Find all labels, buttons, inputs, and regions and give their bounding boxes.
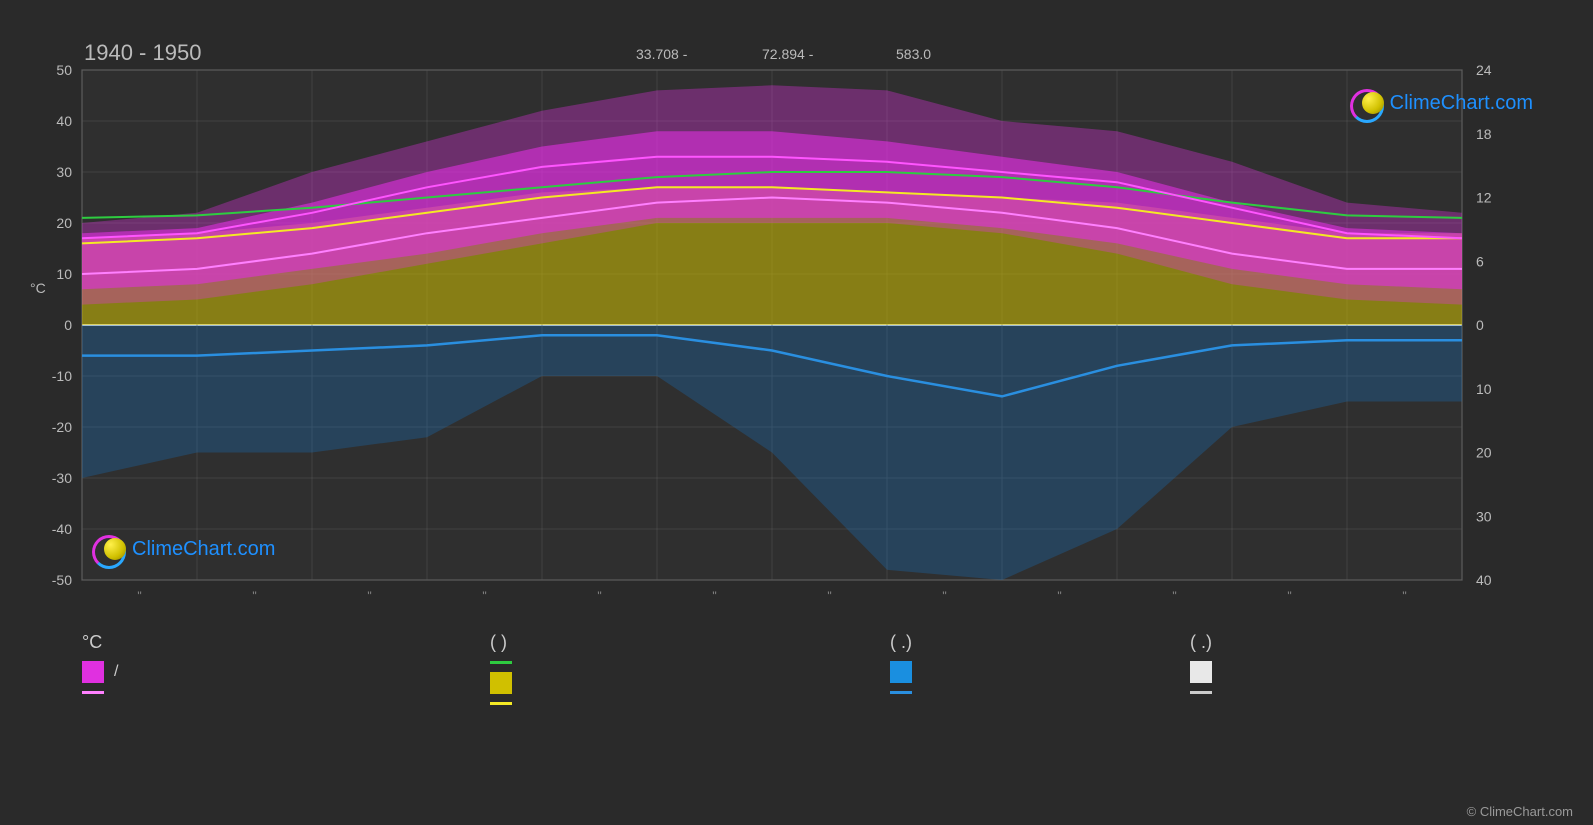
legend-swatch bbox=[490, 661, 512, 664]
svg-text:10: 10 bbox=[1476, 381, 1492, 397]
svg-text:50: 50 bbox=[56, 62, 72, 78]
svg-text:'': '' bbox=[1172, 589, 1177, 603]
svg-text:-20: -20 bbox=[52, 419, 72, 435]
legend-swatch bbox=[82, 661, 104, 683]
legend-col-2: ( ) bbox=[490, 632, 850, 705]
legend-swatch bbox=[890, 661, 912, 683]
legend-swatch bbox=[490, 672, 512, 694]
legend-item bbox=[490, 702, 850, 705]
legend-swatch bbox=[82, 691, 104, 694]
svg-text:'': '' bbox=[597, 589, 602, 603]
logo-icon bbox=[92, 534, 126, 564]
brand-logo-bottom: ClimeChart.com bbox=[92, 534, 275, 564]
svg-text:30: 30 bbox=[56, 164, 72, 180]
legend-col-4: ( .) bbox=[1190, 632, 1490, 694]
legend-header: ( .) bbox=[1190, 632, 1490, 653]
svg-text:20: 20 bbox=[1476, 445, 1492, 461]
legend-swatch bbox=[490, 702, 512, 705]
legend-item bbox=[890, 691, 1190, 694]
svg-text:18: 18 bbox=[1476, 126, 1492, 142]
legend-item bbox=[490, 672, 850, 694]
legend-item bbox=[490, 661, 850, 664]
legend-item bbox=[1190, 691, 1490, 694]
svg-text:-30: -30 bbox=[52, 470, 72, 486]
svg-text:40: 40 bbox=[56, 113, 72, 129]
svg-text:0: 0 bbox=[64, 317, 72, 333]
legend-col-1: °C / bbox=[82, 632, 442, 694]
svg-text:-10: -10 bbox=[52, 368, 72, 384]
svg-text:10: 10 bbox=[56, 266, 72, 282]
svg-text:0: 0 bbox=[1476, 317, 1484, 333]
svg-text:-40: -40 bbox=[52, 521, 72, 537]
logo-icon bbox=[1350, 88, 1384, 118]
svg-text:'': '' bbox=[1287, 589, 1292, 603]
svg-text:30: 30 bbox=[1476, 508, 1492, 524]
legend-swatch bbox=[1190, 691, 1212, 694]
copyright: © ClimeChart.com bbox=[1467, 804, 1573, 819]
legend-header: °C bbox=[82, 632, 442, 653]
brand-text: ClimeChart.com bbox=[132, 538, 275, 561]
svg-text:12: 12 bbox=[1476, 190, 1492, 206]
svg-text:'': '' bbox=[482, 589, 487, 603]
svg-text:'': '' bbox=[712, 589, 717, 603]
legend-swatch bbox=[1190, 661, 1212, 683]
svg-text:'': '' bbox=[1057, 589, 1062, 603]
legend-item: / bbox=[82, 661, 442, 683]
svg-text:'': '' bbox=[827, 589, 832, 603]
brand-logo-top: ClimeChart.com bbox=[1350, 88, 1533, 118]
legend-item bbox=[890, 661, 1190, 683]
svg-text:'': '' bbox=[137, 589, 142, 603]
legend-header: ( ) bbox=[490, 632, 850, 653]
brand-text: ClimeChart.com bbox=[1390, 92, 1533, 115]
svg-text:20: 20 bbox=[56, 215, 72, 231]
svg-text:'': '' bbox=[252, 589, 257, 603]
svg-text:6: 6 bbox=[1476, 253, 1484, 269]
svg-text:-50: -50 bbox=[52, 572, 72, 588]
legend-col-3: ( .) bbox=[890, 632, 1190, 694]
svg-text:24: 24 bbox=[1476, 62, 1492, 78]
legend-item bbox=[1190, 661, 1490, 683]
svg-text:'': '' bbox=[367, 589, 372, 603]
svg-text:'': '' bbox=[1402, 589, 1407, 603]
axis-left-unit: °C bbox=[30, 280, 46, 296]
legend-item bbox=[82, 691, 442, 694]
legend-header: ( .) bbox=[890, 632, 1190, 653]
legend-swatch bbox=[890, 691, 912, 694]
svg-text:'': '' bbox=[942, 589, 947, 603]
legend-label: / bbox=[114, 663, 118, 681]
svg-text:40: 40 bbox=[1476, 572, 1492, 588]
